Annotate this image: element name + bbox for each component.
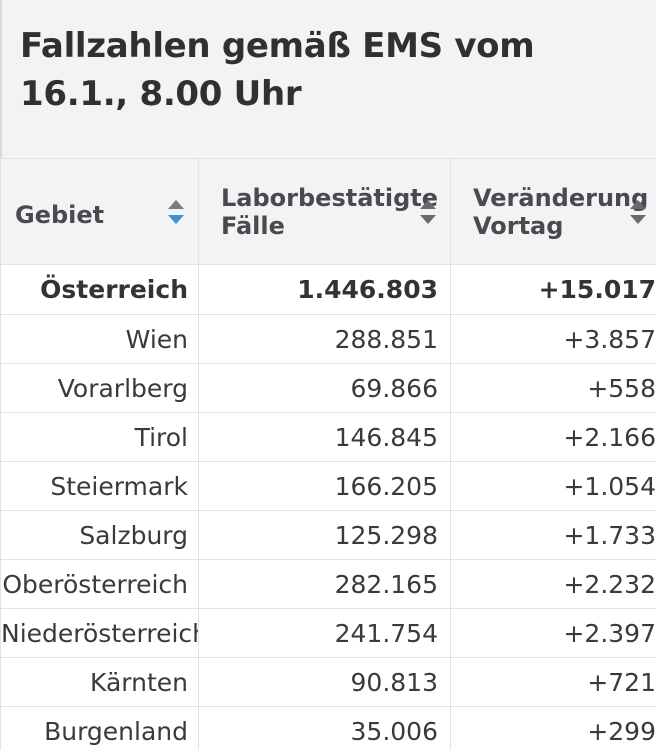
sort-desc-icon[interactable] bbox=[168, 199, 184, 225]
cell-faelle: 166.205 bbox=[198, 461, 451, 511]
cell-veraenderung: +2.166 bbox=[450, 412, 656, 462]
table-row: Kärnten 90.813 +721 bbox=[0, 657, 656, 707]
cell-gebiet: Kärnten bbox=[0, 657, 199, 707]
cell-faelle: 90.813 bbox=[198, 657, 451, 707]
column-header-label: Gebiet bbox=[15, 200, 105, 229]
cell-gebiet: Steiermark bbox=[0, 461, 199, 511]
cell-gebiet: Burgenland bbox=[0, 706, 199, 750]
cell-faelle: 1.446.803 bbox=[198, 264, 451, 315]
table-row: Vorarlberg 69.866 +558 bbox=[0, 363, 656, 413]
table-row: Niederösterreich 241.754 +2.397 bbox=[0, 608, 656, 658]
cell-faelle: 125.298 bbox=[198, 510, 451, 560]
cell-gebiet: Wien bbox=[0, 314, 199, 364]
cases-table: Gebiet Laborbestätigte Fälle Veränderung… bbox=[0, 158, 656, 750]
column-header-label: Veränderung Vortag bbox=[473, 183, 649, 240]
page-title: Fallzahlen gemäß EMS vom 16.1., 8.00 Uhr bbox=[20, 26, 535, 114]
table-row: Wien 288.851 +3.857 bbox=[0, 314, 656, 364]
sort-icon[interactable] bbox=[420, 199, 436, 225]
sort-icon[interactable] bbox=[630, 199, 646, 225]
column-header-label: Laborbestätigte Fälle bbox=[221, 183, 439, 240]
cell-faelle: 69.866 bbox=[198, 363, 451, 413]
table-row: Salzburg 125.298 +1.733 bbox=[0, 510, 656, 560]
cell-gebiet: Oberösterreich bbox=[0, 559, 199, 609]
column-header-gebiet[interactable]: Gebiet bbox=[0, 158, 199, 265]
cell-gebiet: Vorarlberg bbox=[0, 363, 199, 413]
cell-faelle: 35.006 bbox=[198, 706, 451, 750]
cell-faelle: 146.845 bbox=[198, 412, 451, 462]
table-row: Burgenland 35.006 +299 bbox=[0, 706, 656, 750]
cell-faelle: 241.754 bbox=[198, 608, 451, 658]
cell-veraenderung: +15.017 bbox=[450, 264, 656, 315]
cell-veraenderung: +1.733 bbox=[450, 510, 656, 560]
cell-veraenderung: +2.232 bbox=[450, 559, 656, 609]
cell-gebiet: Niederösterreich bbox=[0, 608, 199, 658]
cell-veraenderung: +3.857 bbox=[450, 314, 656, 364]
cell-gebiet: Salzburg bbox=[0, 510, 199, 560]
column-header-veraenderung[interactable]: Veränderung Vortag bbox=[450, 158, 656, 265]
table-row: Steiermark 166.205 +1.054 bbox=[0, 461, 656, 511]
table-row: Oberösterreich 282.165 +2.232 bbox=[0, 559, 656, 609]
cell-veraenderung: +299 bbox=[450, 706, 656, 750]
cell-veraenderung: +2.397 bbox=[450, 608, 656, 658]
cell-veraenderung: +1.054 bbox=[450, 461, 656, 511]
table-row: Tirol 146.845 +2.166 bbox=[0, 412, 656, 462]
cell-faelle: 288.851 bbox=[198, 314, 451, 364]
cell-veraenderung: +721 bbox=[450, 657, 656, 707]
cell-veraenderung: +558 bbox=[450, 363, 656, 413]
title-box: Fallzahlen gemäß EMS vom 16.1., 8.00 Uhr bbox=[0, 0, 656, 158]
column-header-faelle[interactable]: Laborbestätigte Fälle bbox=[198, 158, 451, 265]
table-header-row: Gebiet Laborbestätigte Fälle Veränderung… bbox=[0, 158, 656, 265]
cell-faelle: 282.165 bbox=[198, 559, 451, 609]
cell-gebiet: Tirol bbox=[0, 412, 199, 462]
cell-gebiet: Österreich bbox=[0, 264, 199, 315]
table-row-total: Österreich 1.446.803 +15.017 bbox=[0, 264, 656, 315]
